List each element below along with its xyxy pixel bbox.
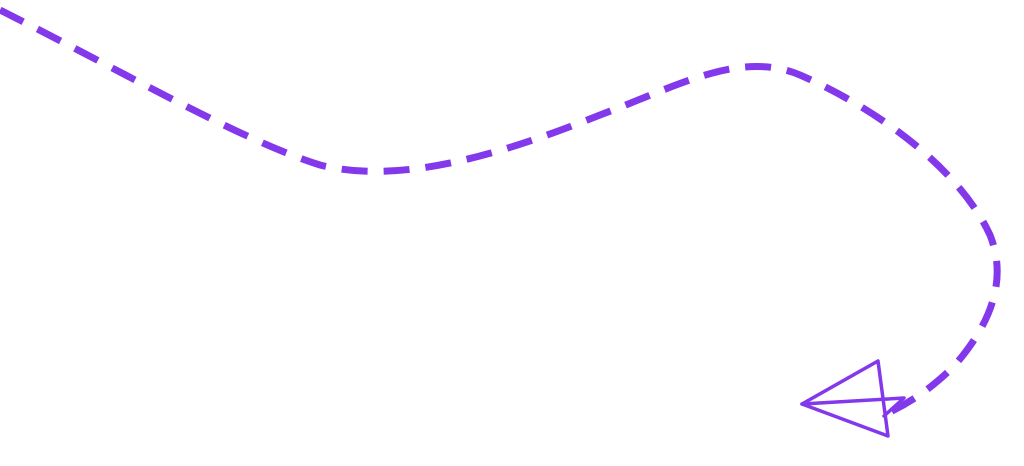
dashed-flight-path bbox=[0, 6, 1001, 416]
paper-plane-icon bbox=[800, 359, 906, 438]
